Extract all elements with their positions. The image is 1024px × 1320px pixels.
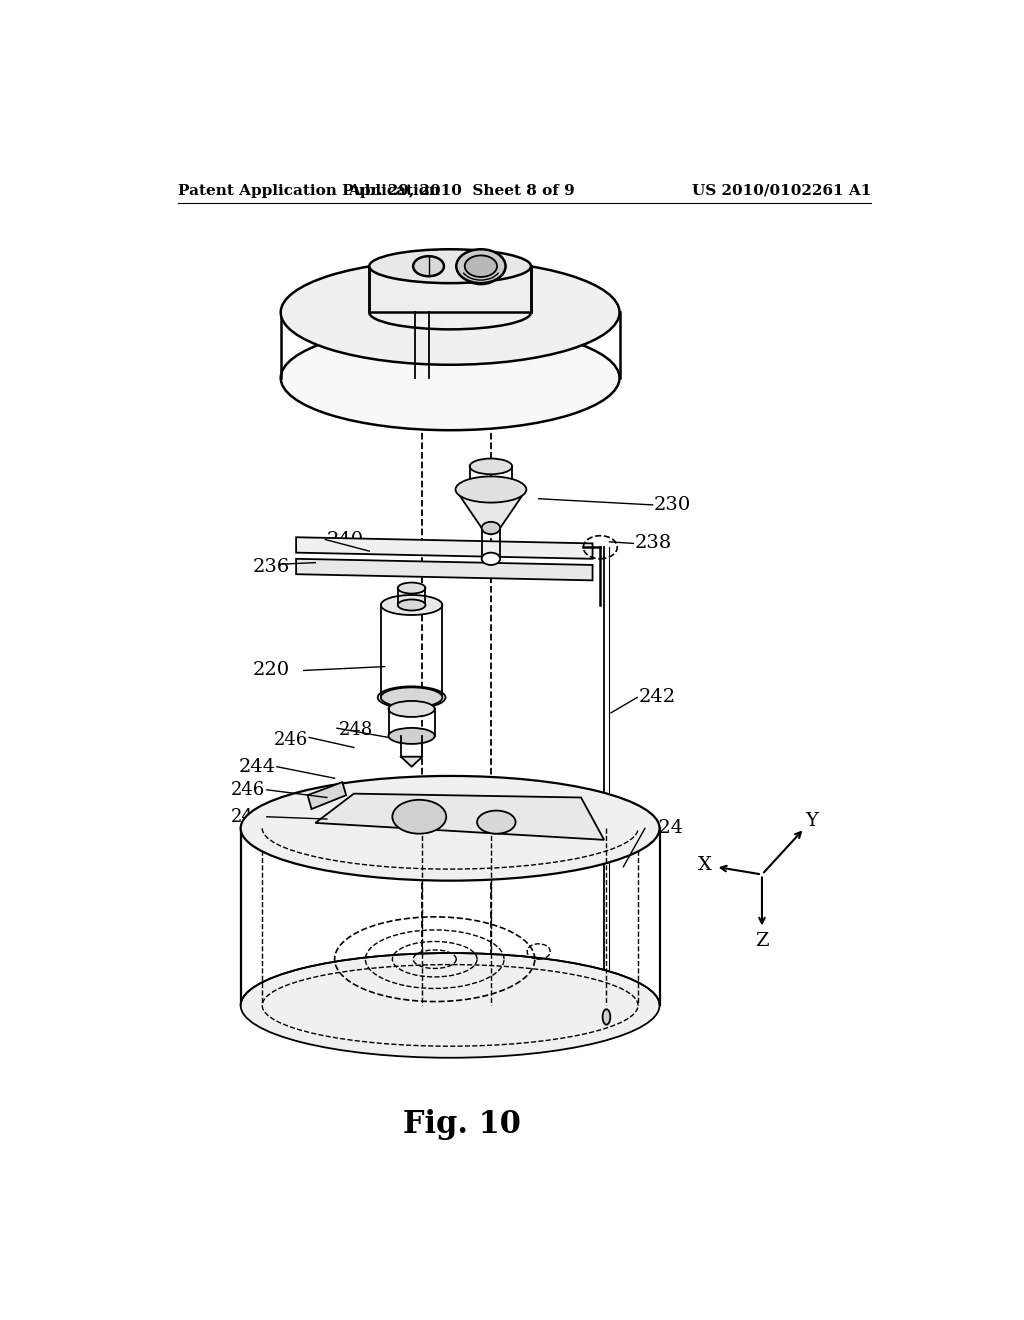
Ellipse shape <box>465 256 497 277</box>
Text: Apr. 29, 2010  Sheet 8 of 9: Apr. 29, 2010 Sheet 8 of 9 <box>348 183 575 198</box>
Text: US 2010/0102261 A1: US 2010/0102261 A1 <box>692 183 871 198</box>
Ellipse shape <box>241 953 659 1057</box>
Text: 248: 248 <box>231 808 265 826</box>
Polygon shape <box>296 558 593 581</box>
Text: 246: 246 <box>231 781 265 799</box>
Text: 242: 242 <box>639 689 676 706</box>
Text: Patent Application Publication: Patent Application Publication <box>178 183 440 198</box>
Polygon shape <box>315 793 604 840</box>
Text: Y: Y <box>806 812 818 829</box>
Ellipse shape <box>481 553 500 565</box>
Ellipse shape <box>388 727 435 744</box>
Text: 230: 230 <box>654 496 691 513</box>
Polygon shape <box>307 781 346 809</box>
Ellipse shape <box>470 458 512 474</box>
Text: Z: Z <box>756 932 769 949</box>
Ellipse shape <box>381 688 442 708</box>
Polygon shape <box>370 267 531 313</box>
Ellipse shape <box>470 482 512 498</box>
Text: 238: 238 <box>635 535 672 552</box>
Text: 246: 246 <box>273 731 307 748</box>
Text: 220: 220 <box>252 661 290 680</box>
Ellipse shape <box>481 521 500 535</box>
Ellipse shape <box>477 810 515 834</box>
Ellipse shape <box>392 800 446 834</box>
Ellipse shape <box>457 249 506 284</box>
Ellipse shape <box>397 599 425 611</box>
Ellipse shape <box>397 582 425 594</box>
Ellipse shape <box>456 477 526 503</box>
Ellipse shape <box>370 249 531 284</box>
Polygon shape <box>296 537 593 558</box>
Polygon shape <box>456 490 526 528</box>
Text: 240: 240 <box>327 531 365 549</box>
Ellipse shape <box>381 595 442 615</box>
Ellipse shape <box>388 701 435 717</box>
Text: 224: 224 <box>646 820 684 837</box>
Text: 236: 236 <box>252 557 290 576</box>
Text: 248: 248 <box>339 721 373 739</box>
Ellipse shape <box>281 326 620 430</box>
Text: Fig. 10: Fig. 10 <box>402 1109 520 1140</box>
Polygon shape <box>400 756 422 767</box>
Ellipse shape <box>281 260 620 364</box>
Ellipse shape <box>602 1010 610 1024</box>
Ellipse shape <box>413 256 444 276</box>
Ellipse shape <box>241 776 659 880</box>
Text: 244: 244 <box>239 758 275 776</box>
Text: X: X <box>698 857 712 874</box>
